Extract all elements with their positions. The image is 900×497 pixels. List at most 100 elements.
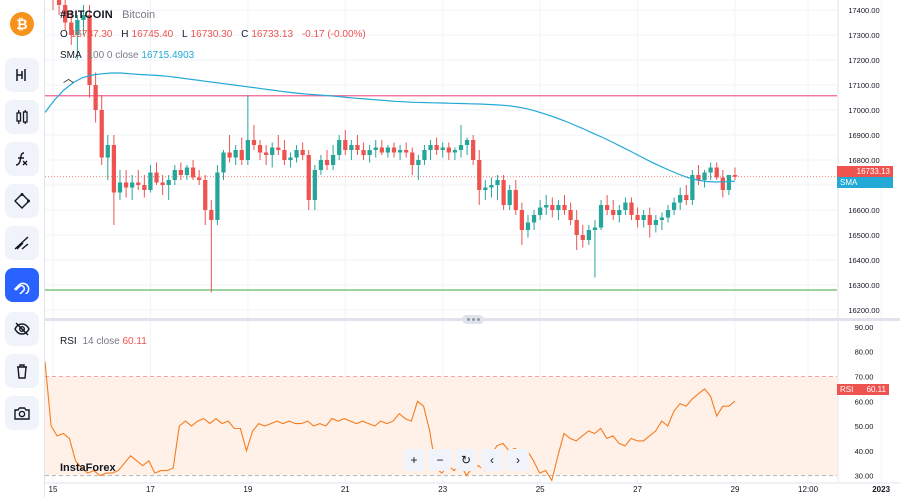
candle [75, 15, 80, 60]
candle [56, 0, 62, 15]
candle [544, 195, 549, 215]
candle [477, 150, 482, 205]
candle [495, 175, 500, 200]
symbol-ticker: #BITCOIN [60, 9, 113, 21]
candle [251, 125, 257, 150]
sma-label: SMA [60, 50, 82, 61]
sma-period: 100 [87, 50, 105, 61]
candle [349, 140, 354, 160]
candle [714, 162, 719, 180]
time-tick-label: 15 [49, 485, 58, 494]
time-tick-label: 21 [341, 485, 350, 494]
close-label: C [241, 29, 249, 40]
candle [105, 135, 110, 180]
price-tick-label: 16800.00 [848, 156, 879, 165]
candle [361, 142, 366, 160]
open-value: 16737.30 [70, 29, 113, 40]
drawing-icon[interactable] [5, 184, 39, 218]
price-tick-label: 16600.00 [848, 206, 879, 215]
candle [227, 135, 232, 163]
candle [598, 200, 604, 230]
candle [434, 137, 439, 155]
candle [215, 165, 220, 225]
candle [294, 145, 299, 163]
candle [87, 5, 92, 98]
candle [221, 150, 226, 180]
reset-icon[interactable]: ↻ [455, 449, 477, 471]
candle [507, 185, 512, 210]
candle [659, 212, 665, 230]
candle [318, 155, 324, 175]
rsi-tick-label: 50.00 [855, 422, 874, 431]
candle [647, 207, 652, 238]
candle [166, 175, 171, 200]
pane-resize-handle[interactable] [462, 315, 484, 324]
indicators-icon[interactable] [5, 142, 39, 176]
zoom-out-icon[interactable]: − [429, 449, 451, 471]
candle [452, 147, 458, 160]
scroll-left-icon[interactable]: ‹ [481, 449, 503, 471]
candle [184, 165, 190, 180]
trend-line-icon[interactable] [5, 226, 39, 260]
candle [702, 170, 707, 188]
chart-navigation: + − ↻ ‹ › [403, 449, 529, 471]
time-tick-label: 27 [633, 485, 642, 494]
close-value: 16733.13 [251, 29, 294, 40]
candle [270, 142, 275, 168]
candle [562, 195, 567, 215]
collapse-legend-icon[interactable]: ︿ [63, 73, 74, 85]
candle [404, 142, 409, 158]
candle [519, 202, 525, 245]
price-scale-icon[interactable] [5, 58, 39, 92]
low-label: L [182, 29, 188, 40]
candle [410, 147, 415, 175]
candle [641, 210, 646, 228]
candle [288, 152, 293, 168]
candle [568, 202, 573, 225]
rsi-legend[interactable]: RSI 14 close 60.11 [60, 336, 153, 347]
rsi-value: 60.11 [122, 336, 147, 347]
hide-icon[interactable] [5, 312, 39, 346]
candle [440, 142, 445, 158]
brand-watermark: InstaForex [60, 462, 116, 474]
candle [617, 205, 622, 223]
sma-price-tag: SMA 16715.49 [837, 177, 893, 198]
sma-value: 16715.4903 [141, 50, 195, 61]
magnet-icon[interactable] [5, 268, 39, 302]
candle [592, 220, 598, 278]
candle [489, 177, 494, 198]
high-label: H [121, 29, 129, 40]
price-tick-label: 17100.00 [848, 81, 879, 90]
candle [136, 170, 141, 190]
candle [93, 72, 98, 123]
candle [556, 200, 561, 220]
rsi-price-tag: RSI 60.11 [837, 384, 889, 395]
candle [337, 135, 342, 160]
sma-line [45, 72, 736, 183]
candle [416, 155, 421, 180]
price-tick-label: 16300.00 [848, 281, 879, 290]
time-tick-label: 23 [438, 485, 447, 494]
screenshot-icon[interactable] [5, 396, 39, 430]
candle [373, 140, 378, 158]
rsi-tick-label: 30.00 [855, 472, 874, 481]
candle [276, 135, 281, 155]
scroll-right-icon[interactable]: › [507, 449, 529, 471]
sma-legend[interactable]: SMA 100 0 close 16715.4903 [60, 50, 194, 61]
candle [172, 165, 177, 185]
price-tick-label: 16900.00 [848, 131, 879, 140]
candle [300, 142, 305, 160]
candle [531, 210, 537, 230]
candles-icon[interactable] [5, 100, 39, 134]
price-tick-label: 16400.00 [848, 256, 879, 265]
zoom-in-icon[interactable]: + [403, 449, 425, 471]
rsi-tag-value: 60.11 [866, 385, 886, 394]
sma-field: close [115, 50, 139, 61]
left-toolbar: ₿ [0, 0, 45, 497]
chart-canvas[interactable]: 17400.00 17300.00 17200.00 17100.00 17000.00… [45, 0, 900, 497]
trash-icon[interactable] [5, 354, 39, 388]
candle [306, 150, 311, 210]
sma-tag-value: 16715.49 [856, 189, 890, 198]
change-value: -0.17 (-0.00%) [301, 29, 366, 40]
price-tick-label: 16200.00 [848, 306, 879, 315]
